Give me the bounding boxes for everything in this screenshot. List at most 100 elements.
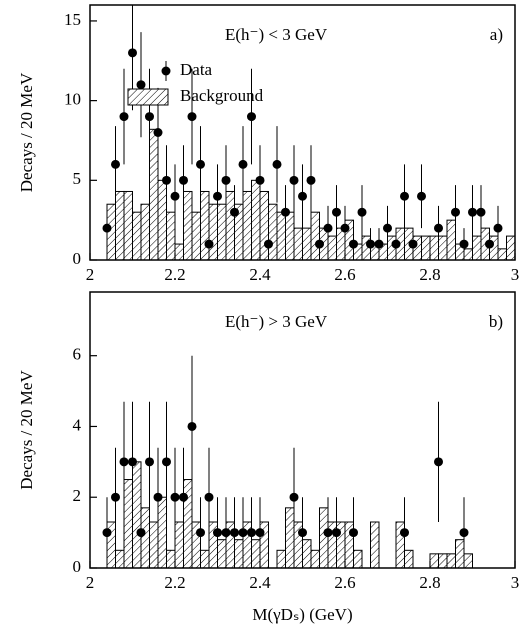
data-point <box>391 239 401 249</box>
data-point <box>162 175 171 185</box>
background-bin <box>234 539 244 569</box>
background-bin <box>115 190 125 261</box>
data-point <box>289 492 299 502</box>
background-bin <box>421 235 431 261</box>
x-tick-label: 2.4 <box>249 265 271 284</box>
data-point <box>221 175 231 185</box>
data-point <box>332 528 341 538</box>
background-bin <box>140 507 150 569</box>
y-axis-label: Decays / 20 MeV <box>17 72 36 192</box>
background-bin <box>183 479 193 569</box>
data-point <box>247 112 256 122</box>
background-bin <box>438 235 448 261</box>
background-bin <box>140 203 150 261</box>
annotation: E(h⁻) > 3 GeV <box>225 312 328 331</box>
plot-frame <box>89 4 516 261</box>
data-point <box>451 207 460 217</box>
data-point <box>323 223 333 233</box>
data-point <box>145 112 154 122</box>
data-point <box>136 528 146 538</box>
background-bin <box>429 235 439 261</box>
background-bin <box>276 549 286 569</box>
data-point <box>255 528 265 538</box>
annotation: E(h⁻) < 3 GeV <box>225 25 328 44</box>
background-bin <box>259 190 269 261</box>
data-point <box>111 159 120 169</box>
data-point <box>145 457 154 467</box>
data-point <box>196 528 205 538</box>
background-bin <box>174 521 184 569</box>
data-point <box>102 528 112 538</box>
background-bin <box>285 211 295 261</box>
background-bin <box>123 190 133 261</box>
legend-point <box>161 66 171 76</box>
data-point <box>170 492 180 502</box>
background-bin <box>446 219 456 261</box>
background-bin <box>404 549 414 569</box>
y-axis-label: Decays / 20 MeV <box>17 370 36 490</box>
background-bin <box>446 553 456 569</box>
y-tick-label: 15 <box>64 10 81 29</box>
background-bin <box>123 479 133 569</box>
background-bin <box>472 235 482 261</box>
background-bin <box>225 190 235 261</box>
background-bin <box>506 235 516 261</box>
data-point <box>170 191 180 201</box>
data-point <box>400 191 409 201</box>
background-bin <box>200 190 210 261</box>
background-bin <box>251 539 261 569</box>
background-bin <box>463 553 473 569</box>
data-point <box>221 528 231 538</box>
data-point <box>340 223 350 233</box>
background-bin <box>191 211 201 261</box>
data-point <box>119 112 129 122</box>
data-point <box>298 191 307 201</box>
background-bin <box>200 549 210 569</box>
data-point <box>272 159 282 169</box>
background-bin <box>132 461 142 569</box>
background-bin <box>166 549 176 569</box>
background-bin <box>268 203 278 261</box>
data-point <box>238 528 248 538</box>
data-point <box>323 528 333 538</box>
background-bin <box>455 539 465 569</box>
background-bin <box>149 521 159 569</box>
x-tick-label: 2.2 <box>164 265 185 284</box>
background-bin <box>242 190 252 261</box>
x-tick-label: 3 <box>511 265 519 284</box>
background-bin <box>157 496 167 569</box>
x-tick-label: 2.6 <box>334 265 355 284</box>
data-point <box>230 528 239 538</box>
data-point <box>119 457 129 467</box>
data-point <box>213 528 222 538</box>
background-bin <box>370 521 380 569</box>
data-point <box>230 207 239 217</box>
data-point <box>468 207 477 217</box>
background-bin <box>302 539 312 569</box>
data-point <box>255 175 265 185</box>
data-point <box>128 48 137 58</box>
background-bin <box>115 549 125 569</box>
data-point <box>204 239 214 249</box>
background-bin <box>251 179 261 261</box>
x-tick-label: 2.6 <box>334 573 355 592</box>
background-bin <box>463 248 473 261</box>
data-point <box>349 239 358 249</box>
background-bin <box>310 211 320 261</box>
background-bin <box>157 179 167 261</box>
x-tick-label: 3 <box>511 573 519 592</box>
background-bin <box>183 190 193 261</box>
background-bin <box>149 128 159 261</box>
y-tick-label: 5 <box>73 169 82 188</box>
data-point <box>204 492 214 502</box>
data-point <box>196 159 205 169</box>
legend-label: Data <box>180 60 213 79</box>
background-bin <box>166 211 176 261</box>
data-point <box>281 207 290 217</box>
x-tick-label: 2.8 <box>419 573 440 592</box>
data-point <box>434 457 443 467</box>
background-bin <box>174 243 184 261</box>
data-point <box>459 528 469 538</box>
background-bin <box>217 539 227 569</box>
